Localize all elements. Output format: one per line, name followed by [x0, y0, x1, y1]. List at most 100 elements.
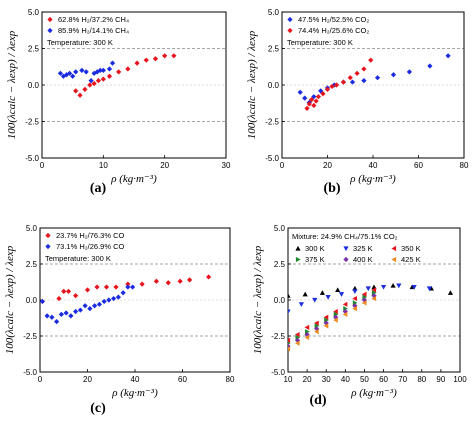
x-axis-label: ρ (kg·m⁻³) — [349, 173, 396, 185]
legend-entry: 74.4% H₂/25.6% CO₂ — [298, 26, 369, 35]
data-point-4 — [288, 341, 291, 345]
y-tick-label: -2.5 — [25, 118, 39, 127]
y-tick-label: 5.0 — [28, 8, 40, 17]
data-point-2 — [68, 313, 74, 319]
data-point-1 — [361, 78, 367, 84]
data-point-1 — [91, 80, 97, 87]
data-point-2 — [125, 284, 131, 290]
y-tick-label: 0.0 — [268, 81, 280, 90]
data-point-2 — [111, 295, 117, 302]
data-point-2 — [44, 313, 50, 319]
data-point-2 — [97, 67, 103, 73]
x-tick-label: 0 — [40, 161, 45, 170]
data-point-1 — [335, 287, 341, 292]
y-tick-label: -5.0 — [265, 154, 279, 163]
x-tick-label: 60 — [414, 161, 423, 170]
data-point-1 — [84, 287, 91, 293]
data-point-2 — [352, 289, 358, 294]
data-point-1 — [134, 60, 140, 66]
y-tick-label: -5.0 — [271, 368, 285, 377]
data-point-1 — [406, 69, 412, 75]
y-tick-label: 0.0 — [274, 296, 286, 305]
legend-marker — [391, 245, 397, 252]
data-point-2 — [92, 303, 98, 309]
x-tick-label: 20 — [160, 161, 169, 170]
data-point-6 — [323, 323, 329, 329]
annotation: Mixture: 24.9% CH₄/75.1% CO₂ — [292, 232, 398, 241]
panel-label: (d) — [309, 393, 326, 408]
data-point-6 — [314, 329, 319, 335]
legend-marker — [295, 256, 301, 263]
data-point-1 — [73, 293, 79, 299]
data-point-2 — [63, 310, 69, 316]
x-tick-label: 50 — [360, 375, 369, 384]
data-point-2 — [49, 314, 55, 320]
data-points — [297, 53, 451, 111]
data-point-2 — [54, 319, 60, 325]
y-axis-label: 100(λcalc − λexp) / λexp — [4, 245, 16, 354]
data-point-2 — [130, 284, 136, 290]
data-point-2 — [100, 67, 106, 73]
data-point-3 — [288, 337, 291, 343]
data-point-2 — [312, 297, 318, 303]
y-axis-label: 100(λcalc − λexp) / λexp — [6, 30, 18, 139]
x-tick-label: 10 — [284, 375, 293, 384]
data-point-1 — [427, 63, 433, 69]
data-point-2 — [365, 286, 371, 292]
data-point-1 — [116, 69, 122, 75]
data-point-2 — [88, 78, 94, 84]
x-tick-label: 90 — [436, 375, 445, 384]
legend-entry: 400 K — [353, 255, 373, 264]
data-point-1 — [288, 293, 291, 298]
data-point-1 — [61, 288, 67, 294]
data-point-2 — [315, 94, 321, 100]
y-tick-label: -2.5 — [23, 332, 37, 341]
y-tick-label: -5.0 — [25, 154, 39, 163]
legend-marker — [295, 245, 301, 251]
data-point-2 — [73, 69, 79, 75]
data-point-1 — [125, 66, 131, 72]
legend-marker — [47, 16, 53, 23]
data-point-2 — [101, 298, 107, 305]
legend-marker — [287, 27, 293, 34]
data-point-2 — [87, 306, 93, 312]
y-tick-label: 5.0 — [274, 224, 286, 233]
data-point-3 — [304, 324, 310, 330]
data-point-2 — [83, 69, 89, 75]
legend-entry: 62.8% H₂/37.2% CH₄ — [58, 15, 129, 24]
x-axis-label: ρ (kg·m⁻³) — [350, 387, 397, 399]
y-tick-label: 2.5 — [274, 260, 286, 269]
x-axis-label: ρ (kg·m⁻³) — [111, 387, 158, 399]
legend-marker — [391, 256, 397, 263]
data-point-2 — [324, 86, 331, 92]
data-points — [288, 283, 454, 352]
data-point-2 — [338, 292, 345, 297]
data-point-1 — [311, 94, 317, 100]
data-point-1 — [56, 295, 62, 302]
data-point-2 — [334, 82, 340, 88]
data-point-3 — [371, 287, 377, 293]
data-point-2 — [396, 283, 402, 289]
legend-marker — [45, 232, 51, 239]
x-tick-label: 100 — [453, 375, 467, 384]
y-tick-label: 2.5 — [28, 45, 40, 54]
data-point-5 — [314, 326, 320, 332]
x-tick-label: 30 — [322, 375, 331, 384]
data-point-3 — [323, 314, 329, 320]
data-point-3 — [342, 301, 348, 307]
data-point-2 — [368, 57, 374, 63]
data-point-1 — [206, 274, 212, 280]
data-point-1 — [374, 75, 381, 81]
data-point-2 — [106, 66, 113, 72]
data-point-2 — [320, 91, 326, 97]
legend-entry: 23.7% H₂/76.3% CO — [56, 231, 125, 240]
data-point-1 — [302, 95, 308, 101]
panel-label: (b) — [323, 181, 340, 196]
data-point-1 — [113, 284, 119, 290]
data-point-3 — [333, 308, 338, 315]
y-tick-label: 2.5 — [268, 45, 280, 54]
data-point-2 — [380, 284, 387, 290]
data-point-1 — [318, 88, 324, 94]
data-point-1 — [143, 57, 149, 63]
data-point-2 — [77, 307, 83, 313]
